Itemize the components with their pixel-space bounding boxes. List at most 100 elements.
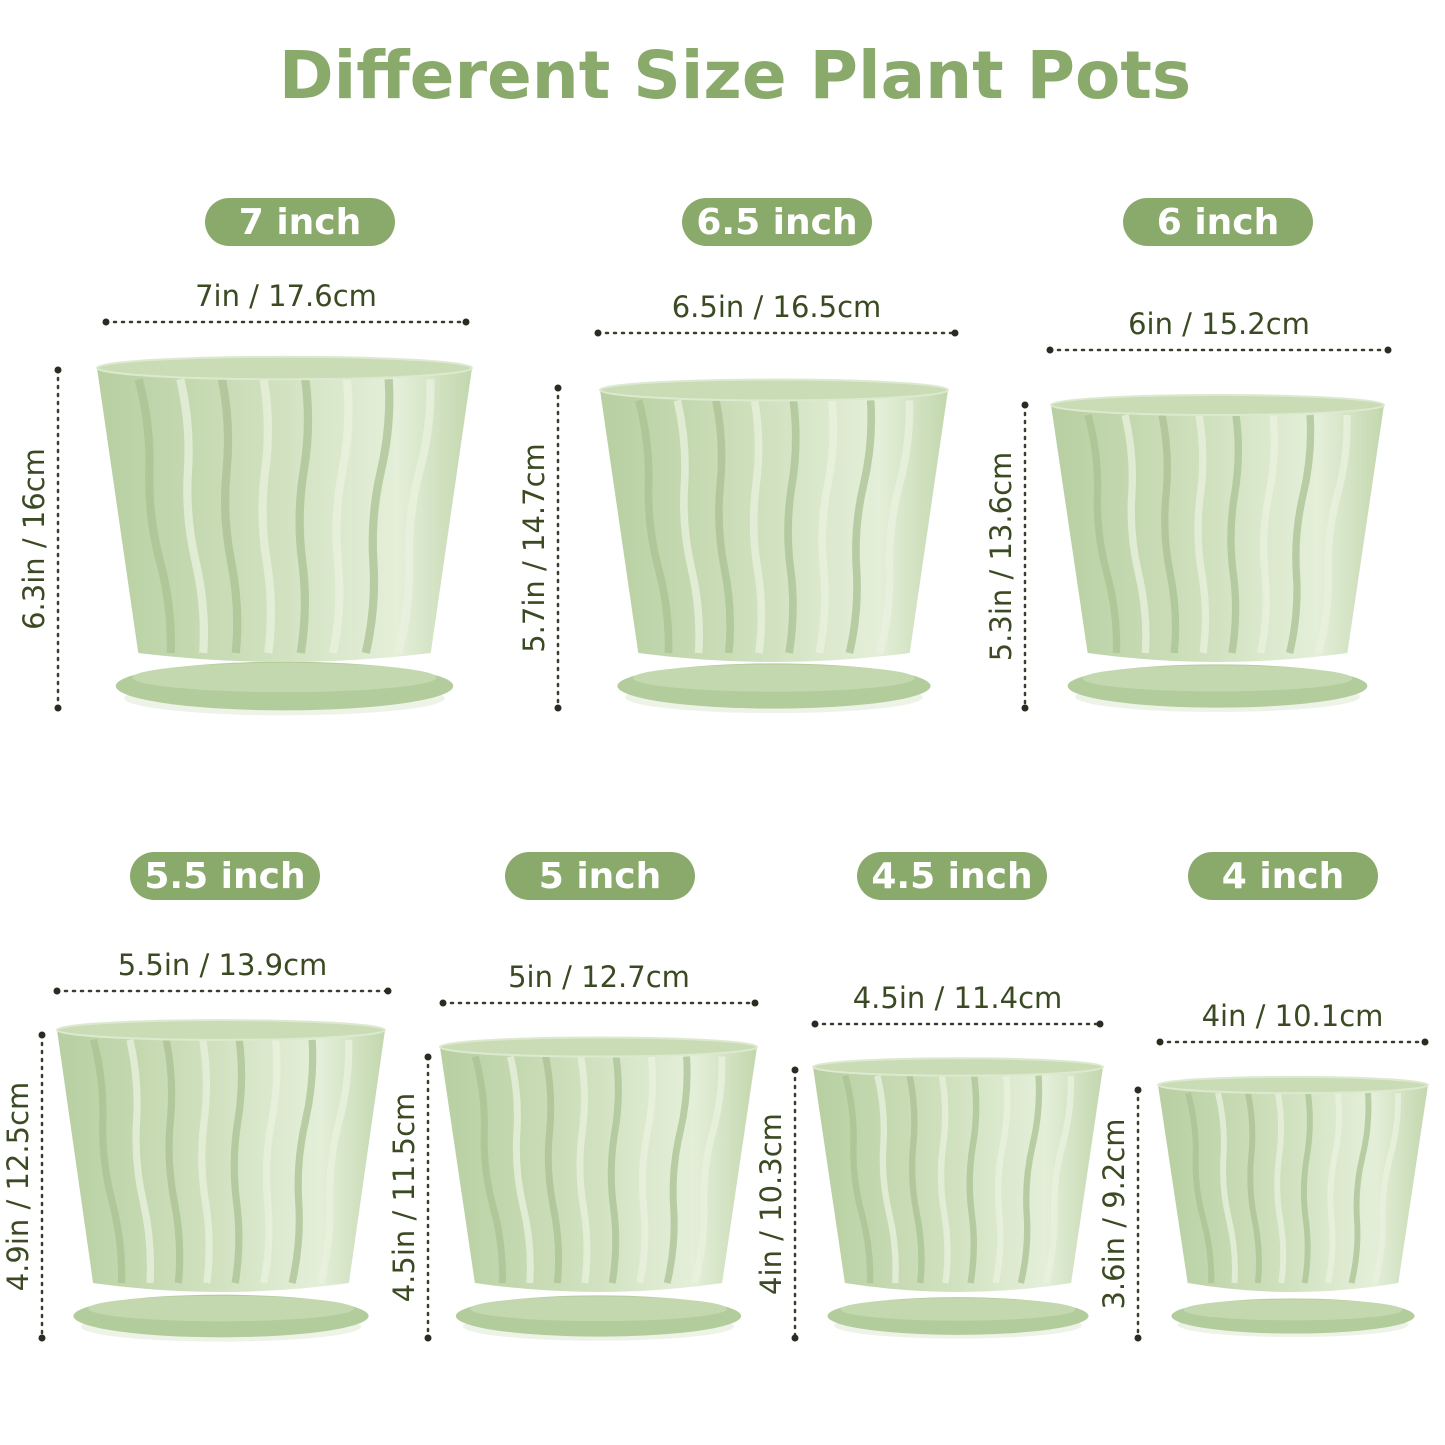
pot-wave bbox=[1084, 414, 1121, 654]
dim-dot bbox=[424, 1334, 432, 1342]
pot-wave bbox=[784, 399, 800, 654]
dim-dot bbox=[594, 329, 602, 337]
pot-wave bbox=[542, 1055, 563, 1284]
pot-wave bbox=[1314, 414, 1351, 654]
pot-wave bbox=[712, 399, 734, 654]
saucer-top bbox=[470, 1296, 727, 1322]
pot-wave bbox=[507, 1055, 534, 1284]
pot-rim bbox=[1157, 1075, 1429, 1095]
size-pill bbox=[682, 198, 872, 246]
dim-dot bbox=[53, 987, 61, 995]
dim-dot bbox=[1021, 704, 1029, 712]
saucer-top bbox=[1082, 665, 1353, 692]
saucer-top bbox=[840, 1298, 1076, 1321]
size-label: 4 inch bbox=[1222, 856, 1345, 897]
pot-card: 5 inch 5in / 12.7cm 4.5in / 11.5cm bbox=[387, 852, 759, 1342]
pot-wave bbox=[1227, 414, 1243, 654]
pot-wave bbox=[874, 1074, 899, 1284]
saucer-top bbox=[1183, 1299, 1403, 1321]
width-label: 6.5in / 16.5cm bbox=[672, 290, 882, 324]
size-pill bbox=[857, 852, 1047, 900]
pot-wave bbox=[394, 379, 435, 655]
pot-wave bbox=[749, 399, 766, 654]
pot-wave bbox=[1372, 1093, 1402, 1284]
pot-wave bbox=[663, 1056, 691, 1284]
width-label: 6in / 15.2cm bbox=[1128, 307, 1310, 341]
dim-dot bbox=[424, 1053, 432, 1061]
dim-dot bbox=[1421, 1038, 1429, 1046]
dim-dot bbox=[38, 1031, 46, 1039]
dim-dot bbox=[1384, 346, 1392, 354]
pot-wave bbox=[842, 1074, 874, 1284]
pot-wave bbox=[162, 1039, 184, 1284]
pot-wave bbox=[329, 378, 353, 654]
size-label: 6 inch bbox=[1157, 202, 1280, 243]
width-label: 7in / 17.6cm bbox=[195, 279, 377, 313]
pot-rim bbox=[56, 1019, 386, 1041]
pot-card: 6.5 inch 6.5in / 16.5cm 5.7in / 14.7cm bbox=[517, 198, 959, 714]
pot-wave bbox=[1245, 1092, 1262, 1284]
width-label: 5.5in / 13.9cm bbox=[118, 948, 328, 982]
dim-dot bbox=[554, 704, 562, 712]
pot-wave bbox=[1286, 414, 1315, 654]
pot-wave bbox=[1121, 414, 1150, 654]
pot-wave bbox=[937, 1075, 951, 1284]
saucer-top bbox=[132, 662, 437, 693]
pot-wave bbox=[217, 378, 242, 654]
pot-wave bbox=[576, 1055, 591, 1284]
width-label: 4.5in / 11.4cm bbox=[853, 981, 1063, 1015]
dim-dot bbox=[54, 366, 62, 374]
dim-dot bbox=[1134, 1086, 1142, 1094]
dim-dot bbox=[791, 1334, 799, 1342]
pot-wave bbox=[126, 1039, 155, 1284]
dim-dot bbox=[1021, 401, 1029, 409]
page-title: Different Size Plant Pots bbox=[279, 37, 1191, 114]
pot-wave bbox=[636, 1056, 657, 1284]
height-label: 3.6in / 9.2cm bbox=[1097, 1118, 1131, 1309]
height-label: 4.9in / 12.5cm bbox=[1, 1082, 35, 1292]
pot-wave bbox=[1215, 1092, 1238, 1284]
pot-wave bbox=[258, 378, 276, 654]
dim-dot bbox=[751, 999, 759, 1007]
size-label: 4.5 inch bbox=[871, 856, 1032, 897]
pot-wave bbox=[176, 378, 209, 654]
pot-wave bbox=[607, 1056, 622, 1284]
size-pill bbox=[505, 852, 695, 900]
pot-wave bbox=[1325, 1092, 1343, 1284]
pot-rim bbox=[1050, 394, 1385, 416]
pot-wave bbox=[361, 378, 394, 654]
pot-rim bbox=[439, 1036, 758, 1058]
saucer-top bbox=[88, 1295, 354, 1322]
pot-rim bbox=[599, 378, 949, 402]
pot-wave bbox=[845, 400, 876, 654]
pot-card: 7 inch 7in / 17.6cm 6.3in / 16cm bbox=[17, 198, 473, 716]
size-pill bbox=[130, 852, 320, 900]
dim-dot bbox=[1156, 1038, 1164, 1046]
height-label: 5.7in / 14.7cm bbox=[517, 443, 551, 653]
saucer-top bbox=[633, 664, 915, 692]
dim-dot bbox=[1134, 1334, 1142, 1342]
dim-dot bbox=[1096, 1020, 1104, 1028]
pot-rim bbox=[96, 355, 473, 381]
size-pill bbox=[1123, 198, 1313, 246]
pot-wave bbox=[875, 400, 914, 654]
pot-wave bbox=[992, 1075, 1011, 1284]
pot-wave bbox=[1017, 1075, 1043, 1284]
dim-dot bbox=[791, 1066, 799, 1074]
pot-wave bbox=[1300, 1092, 1313, 1284]
dim-dot bbox=[384, 987, 392, 995]
pot-card: 5.5 inch 5.5in / 13.9cm 4.9in / 12.5cm bbox=[1, 852, 392, 1342]
pot-wave bbox=[471, 1055, 506, 1284]
pot-wave bbox=[230, 1039, 246, 1284]
pot-wave bbox=[134, 378, 176, 654]
pot-wave bbox=[1348, 1092, 1372, 1284]
pot-wave bbox=[89, 1038, 126, 1284]
size-pill bbox=[1188, 852, 1378, 900]
dim-dot bbox=[951, 329, 959, 337]
pot-wave bbox=[1042, 1075, 1075, 1284]
size-pill bbox=[205, 198, 395, 246]
pot-wave bbox=[966, 1075, 980, 1284]
dim-dot bbox=[1046, 346, 1054, 354]
pot-wave bbox=[906, 1075, 925, 1284]
